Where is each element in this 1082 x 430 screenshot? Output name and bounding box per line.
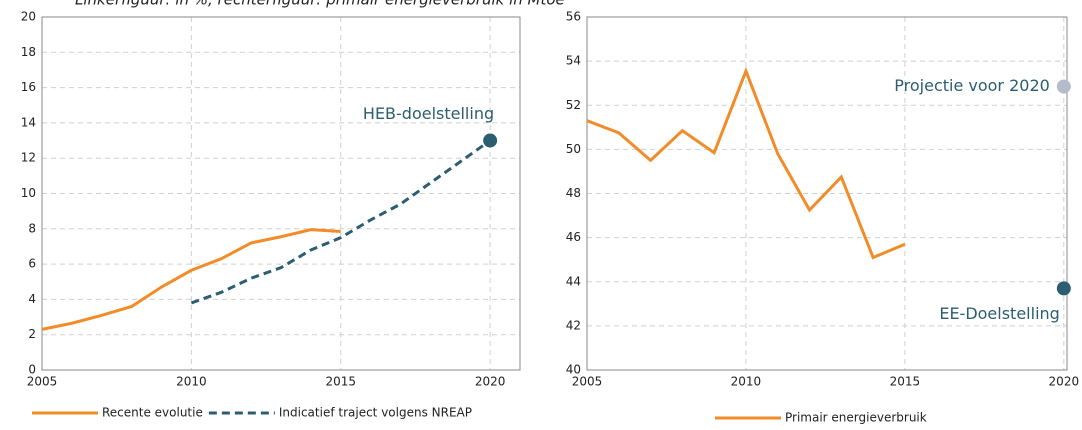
y-tick-label: 40	[566, 363, 581, 377]
x-tick-label: 2020	[1049, 375, 1080, 389]
y-tick-label: 46	[566, 230, 581, 244]
series-line	[190, 139, 491, 305]
annotation: EE-Doelstelling	[939, 304, 1059, 323]
legend-label: Recente evolutie	[102, 406, 203, 420]
y-tick-label: 4	[28, 292, 36, 306]
legend-label: Indicatief traject volgens NREAP	[279, 406, 472, 420]
plot-frame	[41, 16, 521, 371]
y-tick-label: 14	[21, 115, 36, 129]
y-tick-label: 10	[21, 186, 36, 200]
x-tick-label: 2020	[475, 375, 506, 389]
target-point	[483, 133, 498, 148]
x-tick-label: 2010	[176, 375, 207, 389]
annotation: Projectie voor 2020	[894, 76, 1050, 95]
plot-frame	[586, 16, 1068, 371]
y-tick-label: 8	[28, 221, 36, 235]
y-tick-label: 18	[21, 45, 36, 59]
y-tick-label: 6	[28, 257, 36, 271]
y-tick-label: 42	[566, 318, 581, 332]
y-tick-label: 56	[566, 10, 581, 24]
x-tick-label: 2010	[731, 375, 762, 389]
y-tick-label: 48	[566, 186, 581, 200]
y-tick-label: 16	[21, 80, 36, 94]
y-tick-label: 20	[21, 10, 36, 24]
y-tick-label: 2	[28, 327, 36, 341]
legend-label: Primair energieverbruik	[785, 411, 927, 425]
target-point	[1056, 281, 1071, 296]
series-line	[586, 66, 906, 260]
y-tick-label: 44	[566, 274, 581, 288]
x-tick-label: 2005	[572, 375, 603, 389]
y-tick-label: 0	[28, 363, 36, 377]
y-tick-label: 52	[566, 98, 581, 112]
y-tick-label: 50	[566, 142, 581, 156]
target-point	[1056, 79, 1071, 94]
x-tick-label: 2015	[890, 375, 921, 389]
y-tick-label: 54	[566, 54, 581, 68]
annotation: HEB-doelstelling	[363, 104, 494, 123]
x-tick-label: 2005	[27, 375, 58, 389]
y-tick-label: 12	[21, 151, 36, 165]
x-tick-label: 2015	[325, 375, 356, 389]
caption: Linkerfiguur: in %, rechterfiguur: prima…	[75, 0, 565, 9]
series-line	[41, 228, 341, 331]
